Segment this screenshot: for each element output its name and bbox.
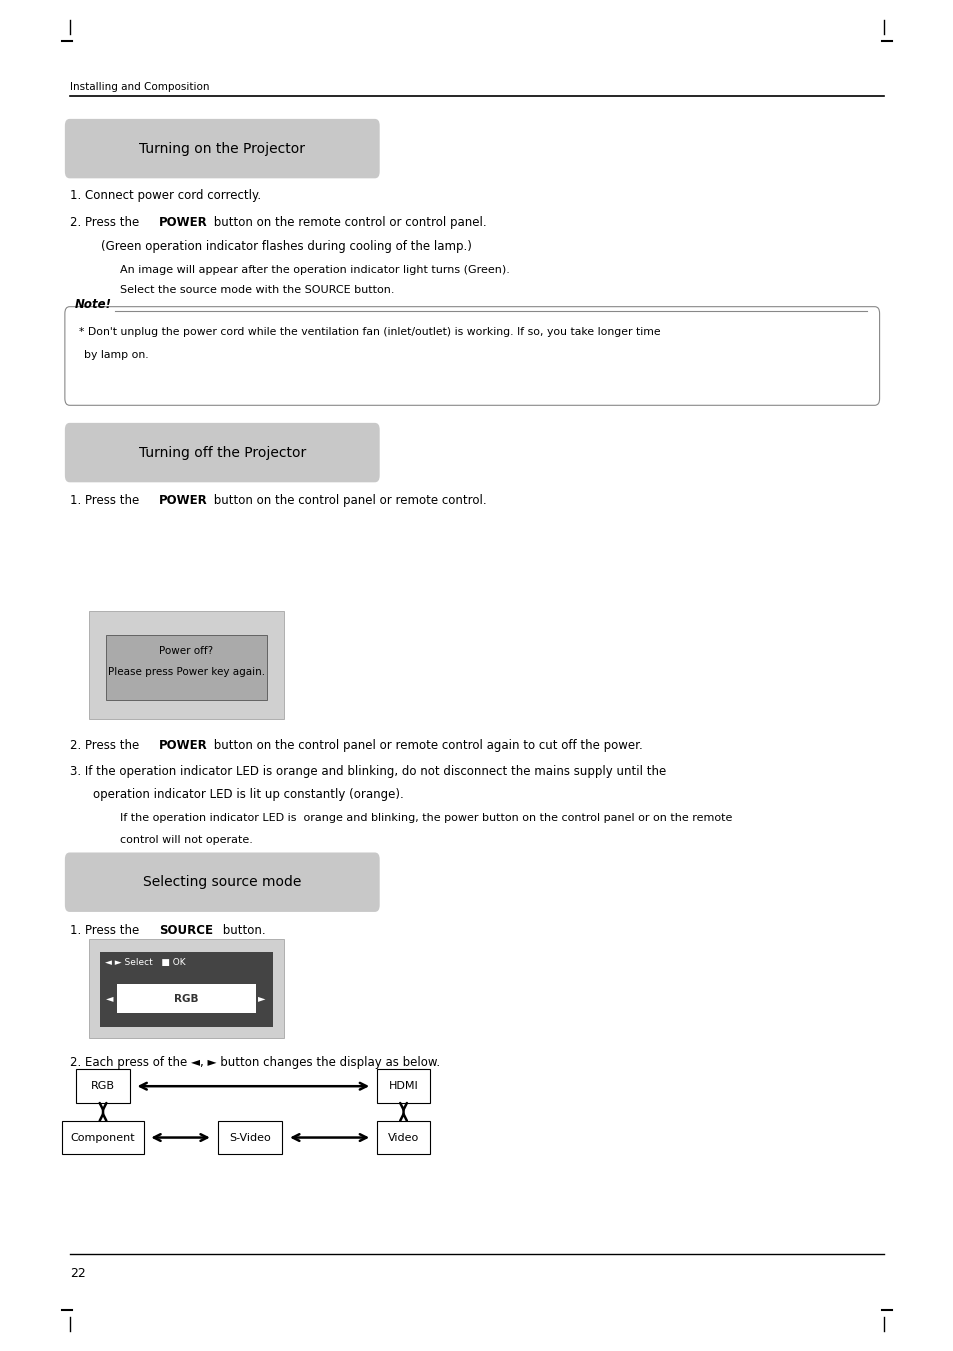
Text: * Don't unplug the power cord while the ventilation fan (inlet/outlet) is workin: * Don't unplug the power cord while the … bbox=[79, 327, 660, 336]
Text: Power off?: Power off? bbox=[159, 646, 213, 655]
Text: 2. Each press of the ◄, ► button changes the display as below.: 2. Each press of the ◄, ► button changes… bbox=[70, 1056, 439, 1070]
Text: SOURCE: SOURCE bbox=[159, 924, 213, 938]
Text: 22: 22 bbox=[70, 1267, 86, 1281]
FancyBboxPatch shape bbox=[89, 611, 284, 719]
FancyBboxPatch shape bbox=[65, 852, 379, 912]
Text: Note!: Note! bbox=[74, 297, 112, 311]
Text: control will not operate.: control will not operate. bbox=[120, 835, 253, 844]
Text: If the operation indicator LED is  orange and blinking, the power button on the : If the operation indicator LED is orange… bbox=[120, 813, 732, 823]
Text: 2. Press the: 2. Press the bbox=[70, 216, 143, 230]
FancyBboxPatch shape bbox=[65, 423, 379, 482]
Text: Video: Video bbox=[388, 1132, 418, 1143]
Text: button on the control panel or remote control.: button on the control panel or remote co… bbox=[210, 494, 486, 508]
FancyBboxPatch shape bbox=[76, 1070, 130, 1102]
FancyBboxPatch shape bbox=[376, 1070, 430, 1102]
Text: 1. Press the: 1. Press the bbox=[70, 494, 143, 508]
FancyBboxPatch shape bbox=[106, 635, 267, 700]
Text: (Green operation indicator flashes during cooling of the lamp.): (Green operation indicator flashes durin… bbox=[101, 240, 472, 254]
Text: Component: Component bbox=[71, 1132, 135, 1143]
FancyBboxPatch shape bbox=[89, 939, 284, 1038]
Text: ►: ► bbox=[257, 993, 265, 1004]
Text: Installing and Composition: Installing and Composition bbox=[70, 82, 209, 92]
Text: ◄: ◄ bbox=[106, 993, 113, 1004]
Text: Selecting source mode: Selecting source mode bbox=[143, 875, 301, 889]
Text: operation indicator LED is lit up constantly (orange).: operation indicator LED is lit up consta… bbox=[93, 788, 404, 801]
Text: button.: button. bbox=[219, 924, 266, 938]
FancyBboxPatch shape bbox=[117, 984, 255, 1013]
FancyBboxPatch shape bbox=[65, 119, 379, 178]
Text: An image will appear after the operation indicator light turns (Green).: An image will appear after the operation… bbox=[120, 265, 510, 274]
Text: button on the control panel or remote control again to cut off the power.: button on the control panel or remote co… bbox=[210, 739, 642, 753]
FancyBboxPatch shape bbox=[63, 1121, 143, 1154]
Text: 1. Press the: 1. Press the bbox=[70, 924, 143, 938]
Text: Select the source mode with the SOURCE button.: Select the source mode with the SOURCE b… bbox=[120, 285, 395, 295]
Text: by lamp on.: by lamp on. bbox=[84, 350, 149, 359]
Text: 3. If the operation indicator LED is orange and blinking, do not disconnect the : 3. If the operation indicator LED is ora… bbox=[70, 765, 665, 778]
Text: POWER: POWER bbox=[159, 494, 208, 508]
Text: 1. Connect power cord correctly.: 1. Connect power cord correctly. bbox=[70, 189, 260, 203]
Text: 2. Press the: 2. Press the bbox=[70, 739, 143, 753]
Text: S-Video: S-Video bbox=[229, 1132, 271, 1143]
FancyBboxPatch shape bbox=[217, 1121, 282, 1154]
Text: button on the remote control or control panel.: button on the remote control or control … bbox=[210, 216, 486, 230]
Text: RGB: RGB bbox=[91, 1081, 115, 1092]
Text: Please press Power key again.: Please press Power key again. bbox=[108, 667, 265, 677]
FancyBboxPatch shape bbox=[100, 952, 273, 1027]
Text: POWER: POWER bbox=[159, 739, 208, 753]
Text: RGB: RGB bbox=[174, 993, 198, 1004]
Text: ◄ ► Select   ■ OK: ◄ ► Select ■ OK bbox=[105, 958, 186, 967]
FancyBboxPatch shape bbox=[376, 1121, 430, 1154]
Text: Turning on the Projector: Turning on the Projector bbox=[139, 142, 305, 155]
Text: Turning off the Projector: Turning off the Projector bbox=[138, 446, 306, 459]
FancyBboxPatch shape bbox=[65, 307, 879, 405]
Text: POWER: POWER bbox=[159, 216, 208, 230]
Text: HDMI: HDMI bbox=[388, 1081, 418, 1092]
